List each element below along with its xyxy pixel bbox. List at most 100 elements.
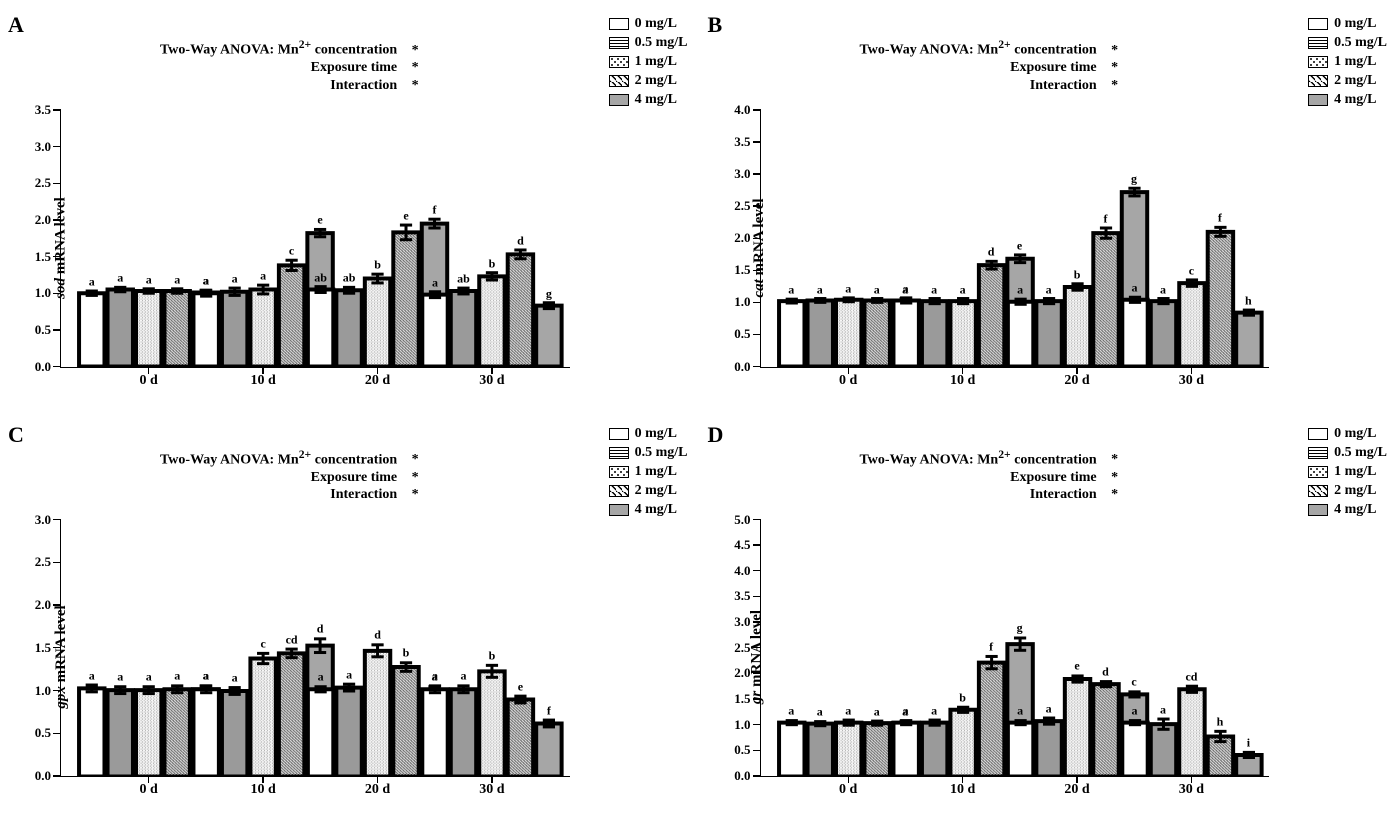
plot-frame: 0.00.51.01.52.02.53.03.54.04.55.0aaaaaaa… — [760, 520, 1270, 778]
legend-item: 4 mg/L — [1308, 502, 1387, 518]
panel-letter: B — [708, 12, 723, 38]
sig-letter: a — [931, 282, 937, 297]
plot-frame: 0.00.51.01.52.02.53.03.54.0aaaaaaaadeaab… — [760, 110, 1270, 368]
sig-letter: e — [1017, 238, 1022, 253]
sig-letter: a — [1046, 282, 1052, 297]
sig-letter: ab — [343, 271, 356, 286]
sig-letter: a — [788, 283, 794, 298]
sig-letter: g — [1131, 172, 1137, 187]
legend-item: 4 mg/L — [609, 502, 688, 518]
x-tick-label: 20 d — [365, 373, 390, 389]
x-tick-label: 20 d — [365, 782, 390, 798]
panel-A: A Two-Way ANOVA: Mn2+ concentration*Expos… — [0, 10, 700, 420]
y-tick-label: 3.0 — [35, 512, 61, 528]
sig-letter: ab — [314, 270, 327, 285]
legend-item: 2 mg/L — [609, 483, 688, 499]
bar-labels: aaaaaaabfgaaedcaacdhi — [761, 520, 1270, 777]
y-tick-label: 0.0 — [35, 359, 61, 375]
sig-letter: h — [1217, 714, 1224, 729]
x-tick-label: 0 d — [839, 782, 857, 798]
panel-grid: A Two-Way ANOVA: Mn2+ concentration*Expos… — [0, 10, 1399, 829]
y-tick-label: 0.5 — [35, 322, 61, 338]
sig-letter: a — [931, 703, 937, 718]
legend-item: 2 mg/L — [609, 73, 688, 89]
legend: 0 mg/L0.5 mg/L1 mg/L2 mg/L4 mg/L — [1308, 16, 1387, 111]
sig-letter: c — [1189, 263, 1194, 278]
legend: 0 mg/L0.5 mg/L1 mg/L2 mg/L4 mg/L — [609, 16, 688, 111]
legend-item: 4 mg/L — [609, 92, 688, 108]
x-tick-label: 10 d — [950, 782, 975, 798]
sig-letter: c — [289, 244, 294, 259]
panel-letter: A — [8, 12, 24, 38]
sig-letter: a — [1017, 704, 1023, 719]
bar-clusters: aaaaaaaccddaadbaaabef — [61, 520, 570, 777]
y-tick-label: 4.5 — [734, 537, 760, 553]
sig-letter: a — [903, 281, 909, 296]
y-tick-label: 3.5 — [734, 134, 760, 150]
y-tick-label: 4.0 — [734, 563, 760, 579]
sig-letter: c — [260, 636, 265, 651]
sig-letter: a — [817, 282, 823, 297]
sig-letter: a — [817, 705, 823, 720]
sig-letter: a — [460, 669, 466, 684]
sig-letter: a — [203, 274, 209, 289]
plot-frame: 0.00.51.01.52.02.53.03.5aaaaaaaaceababbe… — [60, 110, 570, 368]
sig-letter: a — [89, 668, 95, 683]
sig-letter: a — [432, 275, 438, 290]
sig-letter: b — [959, 690, 966, 705]
legend-item: 0.5 mg/L — [1308, 35, 1387, 51]
x-tick-label: 20 d — [1064, 782, 1089, 798]
sig-letter: a — [174, 272, 180, 287]
y-tick-label: 1.0 — [35, 285, 61, 301]
bar-clusters: aaaaaaaaceababbefaabbdg — [61, 110, 570, 367]
x-tick-label: 0 d — [839, 373, 857, 389]
y-tick-label: 1.0 — [734, 717, 760, 733]
sig-letter: cd — [1185, 669, 1197, 684]
legend-item: 2 mg/L — [1308, 73, 1387, 89]
y-tick-label: 4.0 — [734, 102, 760, 118]
sig-letter: a — [89, 275, 95, 290]
sig-letter: a — [1160, 702, 1166, 717]
sig-letter: a — [117, 271, 123, 286]
sig-letter: a — [232, 272, 238, 287]
panel-C: CTwo-Way ANOVA: Mn2+ concentration*Expos… — [0, 420, 700, 830]
y-tick-label: 3.0 — [734, 614, 760, 630]
legend-item: 0 mg/L — [1308, 426, 1387, 442]
sig-letter: g — [1017, 621, 1023, 636]
y-tick-label: 0.0 — [734, 768, 760, 784]
sig-letter: b — [374, 258, 381, 273]
sig-letter: a — [203, 669, 209, 684]
sig-letter: a — [318, 670, 324, 685]
y-tick-label: 0.5 — [35, 725, 61, 741]
sig-letter: a — [1160, 282, 1166, 297]
legend-item: 0 mg/L — [1308, 16, 1387, 32]
anova-text: Two-Way ANOVA: Mn2+ concentration*Exposu… — [160, 38, 421, 94]
sig-letter: a — [260, 269, 266, 284]
sig-letter: a — [1132, 704, 1138, 719]
y-tick-label: 2.0 — [35, 597, 61, 613]
y-tick-label: 3.5 — [35, 102, 61, 118]
y-tick-label: 0.5 — [734, 742, 760, 758]
x-tick-label: 10 d — [950, 373, 975, 389]
y-tick-label: 1.5 — [734, 691, 760, 707]
sig-letter: a — [874, 704, 880, 719]
sig-letter: b — [1074, 267, 1081, 282]
y-tick-label: 2.5 — [35, 554, 61, 570]
legend-item: 2 mg/L — [1308, 483, 1387, 499]
anova-text: Two-Way ANOVA: Mn2+ concentration*Exposu… — [860, 448, 1121, 504]
panel-letter: C — [8, 422, 24, 448]
sig-letter: a — [146, 272, 152, 287]
bar-labels: aaaaaaaaceababbefaabbdg — [61, 110, 570, 367]
sig-letter: f — [547, 703, 551, 718]
sig-letter: d — [317, 622, 324, 637]
bar-clusters: aaaaaaabfgaaedcaacdhi — [761, 520, 1270, 777]
y-tick-label: 2.0 — [734, 230, 760, 246]
sig-letter: a — [1017, 283, 1023, 298]
y-tick-label: 3.5 — [734, 588, 760, 604]
sig-letter: b — [489, 648, 496, 663]
sig-letter: f — [1218, 211, 1222, 226]
y-tick-label: 2.0 — [35, 212, 61, 228]
panel-D: DTwo-Way ANOVA: Mn2+ concentration*Expos… — [700, 420, 1399, 830]
chart-area: gr mRNA level0.00.51.01.52.02.53.03.54.0… — [760, 520, 1270, 796]
sig-letter: e — [1074, 659, 1079, 674]
